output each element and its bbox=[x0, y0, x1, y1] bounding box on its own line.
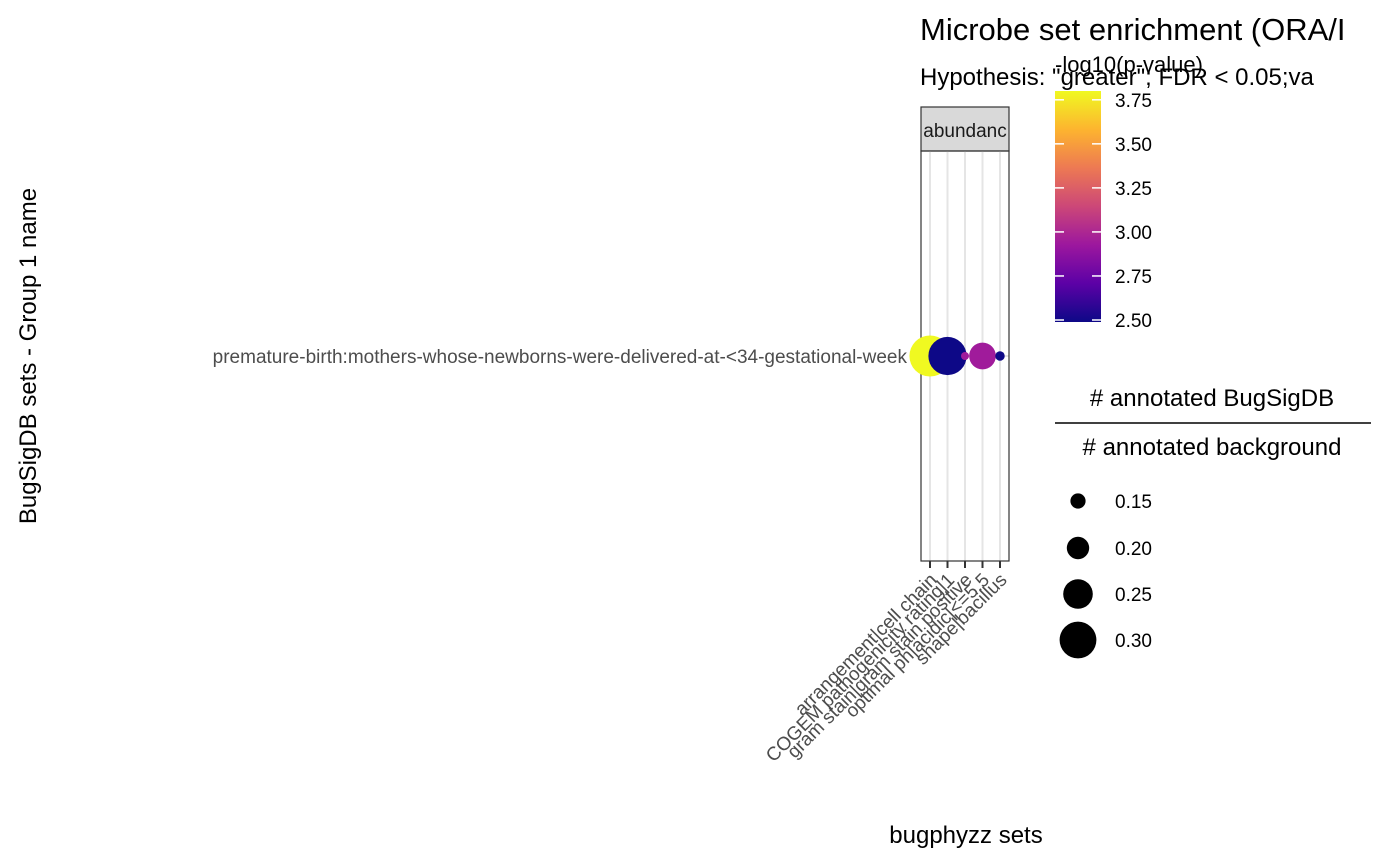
size-legend-label: 0.25 bbox=[1115, 585, 1152, 606]
size-legend-label: 0.30 bbox=[1115, 631, 1152, 652]
y-tick-label: premature-birth:mothers-whose-newborns-w… bbox=[213, 347, 908, 368]
x-tick-label: gram stain|gram stain positive bbox=[783, 570, 976, 763]
plot-panel: abundanc premature-birth:mothers-whose-ne… bbox=[213, 106, 1012, 767]
size-legend-key bbox=[1070, 493, 1086, 509]
facet-strip-label: abundanc bbox=[923, 121, 1006, 142]
size-legend-key bbox=[1059, 621, 1097, 659]
size-legend-key bbox=[1063, 579, 1093, 609]
data-points bbox=[909, 335, 1005, 377]
chart-title: Microbe set enrichment (ORA/I bbox=[920, 12, 1346, 47]
color-legend-tick-label: 3.00 bbox=[1115, 223, 1152, 244]
y-axis-label: BugSigDB sets - Group 1 name bbox=[15, 188, 42, 524]
data-point bbox=[969, 342, 996, 370]
x-axis-label: bugphyzz sets bbox=[889, 822, 1042, 849]
color-legend: -log10(p-value) 2.50 2.75 3.00 3.25 3.50 3.75 bbox=[1055, 52, 1203, 332]
chart-subtitle: Hypothesis: "greater"; FDR < 0.05;va bbox=[920, 64, 1315, 91]
size-legend-title-numerator: # annotated BugSigDB bbox=[1090, 385, 1334, 412]
data-point bbox=[928, 336, 967, 376]
color-legend-tick-label: 3.75 bbox=[1115, 91, 1152, 112]
size-legend-key bbox=[1066, 536, 1090, 560]
color-legend-tick-label: 2.75 bbox=[1115, 267, 1152, 288]
color-legend-tick-label: 3.25 bbox=[1115, 179, 1152, 200]
data-point bbox=[995, 351, 1005, 361]
size-legend: # annotated BugSigDB # annotated backgrou… bbox=[1055, 385, 1371, 659]
data-point bbox=[961, 352, 969, 360]
color-legend-bar bbox=[1055, 91, 1101, 322]
x-tick-label: COGEM pathogenicity rating|1 bbox=[762, 570, 959, 767]
color-legend-tick-label: 3.50 bbox=[1115, 135, 1152, 156]
size-legend-label: 0.15 bbox=[1115, 492, 1152, 513]
size-legend-title-denominator: # annotated background bbox=[1083, 434, 1342, 461]
size-legend-label: 0.20 bbox=[1115, 539, 1152, 560]
color-legend-tick-label: 2.50 bbox=[1115, 311, 1152, 332]
facet-strip bbox=[920, 106, 1010, 152]
color-legend-title: -log10(p-value) bbox=[1055, 52, 1203, 77]
